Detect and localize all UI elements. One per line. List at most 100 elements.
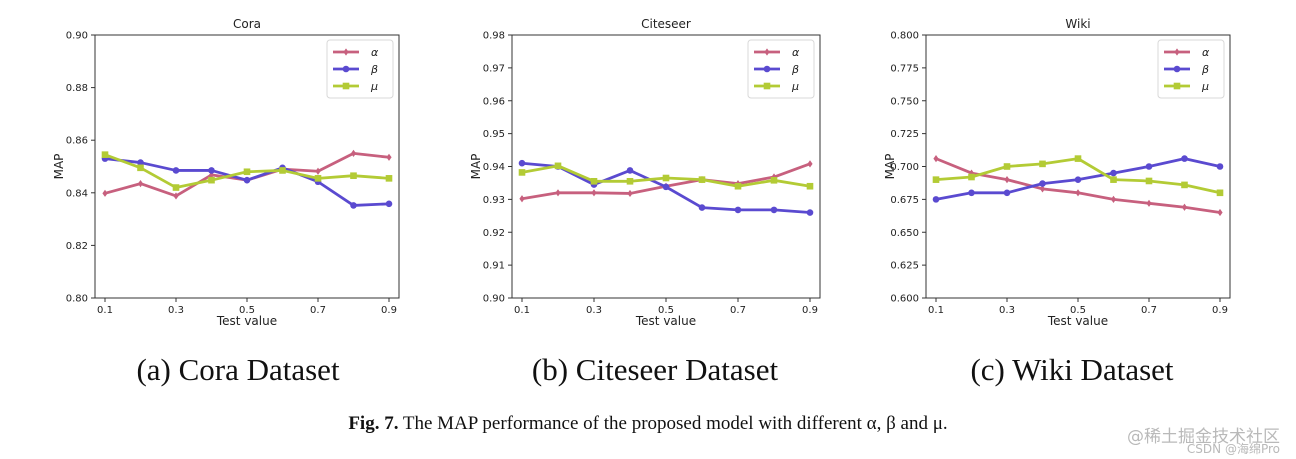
legend-marker [1173, 65, 1181, 73]
x-tick-label: 0.9 [802, 305, 818, 316]
watermark-csdn: CSDN @海绵Pro [1186, 442, 1280, 456]
data-point [243, 176, 251, 184]
plot-frame [511, 34, 821, 299]
x-tick-label: 0.3 [168, 305, 184, 316]
legend-label: β [370, 63, 378, 76]
data-point [590, 177, 598, 185]
plot-frame [925, 34, 1231, 299]
data-point [102, 189, 108, 197]
legend-label: μ [791, 80, 799, 93]
data-point [1181, 155, 1188, 162]
legend-label: α [792, 46, 800, 59]
y-tick-label: 0.650 [890, 228, 919, 239]
data-point [1216, 163, 1224, 170]
data-point [518, 159, 526, 167]
data-point [807, 160, 813, 168]
data-point [208, 176, 215, 184]
data-point [385, 200, 393, 208]
series-wiki-2 [932, 155, 1224, 197]
data-point [555, 189, 561, 197]
caption-citeseer: (b) Citeseer Dataset [531, 352, 779, 387]
legend-label: β [791, 63, 799, 76]
data-point [698, 176, 706, 183]
x-tick-label: 0.3 [586, 305, 602, 316]
caption-cora: (a) Cora Dataset [136, 352, 340, 387]
data-point [101, 151, 109, 158]
data-point [1039, 180, 1046, 187]
data-point [386, 153, 392, 161]
series-cora-2 [101, 151, 393, 191]
y-tick-label: 0.95 [483, 129, 505, 140]
data-point [770, 206, 778, 214]
legend-label: μ [1201, 80, 1209, 93]
data-point [279, 167, 286, 174]
y-axis-label: MAP [883, 154, 897, 180]
data-point [626, 177, 634, 185]
data-point [243, 168, 251, 176]
legend-label: α [1202, 46, 1210, 59]
series-wiki-1 [932, 155, 1224, 203]
data-point [932, 176, 940, 183]
y-tick-label: 0.84 [66, 188, 88, 199]
y-tick-label: 0.675 [890, 195, 919, 206]
y-axis-label: MAP [52, 154, 66, 180]
data-point [1074, 176, 1082, 183]
data-point [734, 206, 742, 214]
y-tick-label: 0.98 [483, 31, 505, 42]
legend: αβμ [326, 39, 394, 99]
data-point [1004, 176, 1010, 184]
y-tick-label: 0.775 [890, 63, 919, 74]
y-tick-label: 0.800 [890, 31, 919, 42]
data-point [1217, 208, 1223, 217]
data-point [968, 189, 975, 197]
data-point [933, 155, 939, 163]
data-point [968, 173, 975, 181]
chart-title: Wiki [1065, 17, 1090, 31]
data-point [662, 183, 670, 191]
data-point [1074, 155, 1082, 162]
x-tick-label: 0.5 [1070, 305, 1086, 316]
data-point [173, 192, 179, 200]
chart-cora: Cora 0.80 0.82 0.84 0.86 0.88 0.90 0.1 0.3 0.5 0.7… [52, 17, 400, 328]
legend-marker [763, 82, 771, 90]
data-point [172, 167, 180, 174]
data-point [137, 159, 144, 166]
data-point [591, 189, 597, 197]
legend-marker [1173, 82, 1181, 90]
y-tick-label: 0.80 [66, 294, 88, 305]
chart-citeseer: Citeseer 0.90 0.91 0.92 0.93 0.94 0.95 0.96 0.97… [469, 17, 821, 328]
data-point [662, 174, 670, 182]
y-tick-label: 0.96 [483, 96, 505, 107]
caption-wiki: (c) Wiki Dataset [970, 352, 1174, 387]
y-tick-label: 0.88 [66, 83, 88, 94]
figure-caption: Fig. 7. The MAP performance of the propo… [0, 413, 1296, 435]
data-point [626, 167, 634, 174]
legend: αβμ [747, 39, 815, 99]
y-tick-label: 0.90 [483, 294, 505, 305]
legend-label: β [1201, 63, 1209, 76]
data-point [385, 175, 393, 182]
y-tick-label: 0.625 [890, 261, 919, 272]
legend-label: α [371, 46, 379, 59]
legend-label: μ [370, 80, 378, 93]
data-point [1181, 203, 1188, 211]
data-point [518, 169, 526, 176]
x-tick-label: 0.5 [239, 305, 255, 316]
y-tick-label: 0.725 [890, 129, 919, 140]
legend-marker [763, 65, 771, 73]
y-tick-label: 0.90 [66, 31, 88, 42]
x-tick-label: 0.1 [97, 305, 113, 316]
y-tick-label: 0.750 [890, 96, 919, 107]
data-point [350, 202, 357, 209]
figure-label: Fig. 7. [348, 413, 399, 434]
legend-marker [764, 48, 770, 56]
data-point [734, 182, 742, 190]
legend-marker [342, 82, 350, 90]
data-point [172, 184, 180, 191]
x-tick-label: 0.1 [928, 305, 944, 316]
legend: αβμ [1157, 39, 1225, 99]
y-axis-label: MAP [469, 154, 483, 180]
legend-marker [343, 48, 349, 56]
data-point [1110, 195, 1117, 203]
data-point [1039, 160, 1046, 168]
